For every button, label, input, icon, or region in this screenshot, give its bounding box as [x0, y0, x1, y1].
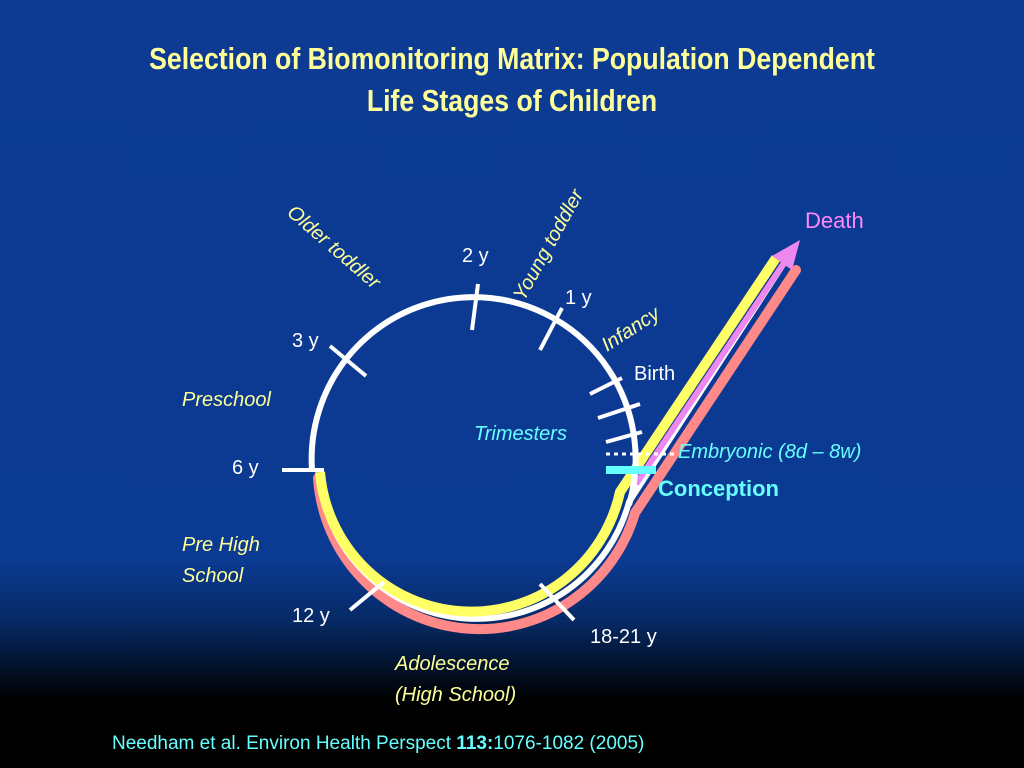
label-conception: Conception — [658, 476, 779, 501]
title-line-1: Selection of Biomonitoring Matrix: Popul… — [149, 41, 875, 76]
slide-title: Selection of Biomonitoring Matrix: Popul… — [72, 38, 953, 122]
citation-prefix: Needham et al. Environ Health Perspect — [112, 733, 457, 754]
label-18-21y: 18-21 y — [590, 626, 657, 648]
label-embryonic: Embryonic (8d – 8w) — [678, 441, 861, 463]
citation-volume: 113: — [456, 733, 494, 754]
tick-1y — [538, 307, 564, 351]
title-line-2: Life Stages of Children — [366, 83, 658, 118]
label-6y: 6 y — [232, 457, 259, 479]
label-death: Death — [805, 208, 864, 233]
label-adolescence-2: (High School) — [395, 684, 516, 706]
label-infancy: Infancy — [598, 302, 665, 356]
label-pre-high-school-2: School — [182, 565, 244, 587]
citation-pages: 1076-1082 (2005) — [493, 733, 645, 754]
tick-2y — [470, 283, 480, 331]
tick-birth — [589, 376, 623, 396]
label-trimesters: Trimesters — [474, 423, 567, 445]
tick-12y — [348, 580, 386, 612]
label-12y: 12 y — [292, 605, 330, 627]
tick-trimester-1 — [597, 402, 641, 420]
tick-trimester-2 — [605, 430, 643, 444]
label-2y: 2 y — [462, 245, 489, 267]
citation: Needham et al. Environ Health Perspect 1… — [112, 733, 644, 755]
life-circle — [308, 294, 639, 506]
label-preschool: Preschool — [182, 389, 271, 411]
label-adolescence-1: Adolescence — [394, 653, 510, 675]
label-older-toddler: Older toddler — [283, 201, 386, 294]
label-3y: 3 y — [292, 330, 319, 352]
label-birth: Birth — [634, 363, 675, 385]
death-arrow-head — [772, 240, 800, 270]
pink-band — [313, 265, 801, 635]
magenta-line — [633, 252, 793, 486]
label-1y: 1 y — [565, 287, 592, 309]
tick-18y — [538, 582, 576, 622]
yellow-band — [315, 255, 781, 617]
tick-3y — [328, 344, 368, 378]
label-pre-high-school-1: Pre High — [182, 534, 260, 556]
